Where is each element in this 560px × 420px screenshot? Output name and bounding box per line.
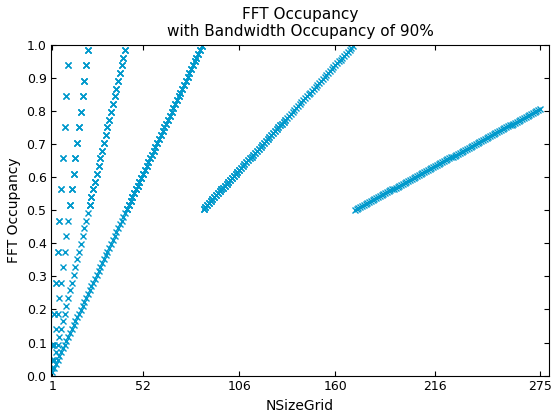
Title: FFT Occupancy
with Bandwidth Occupancy of 90%: FFT Occupancy with Bandwidth Occupancy o…: [167, 7, 433, 39]
X-axis label: NSizeGrid: NSizeGrid: [266, 399, 334, 413]
Y-axis label: FFT Occupancy: FFT Occupancy: [7, 158, 21, 263]
